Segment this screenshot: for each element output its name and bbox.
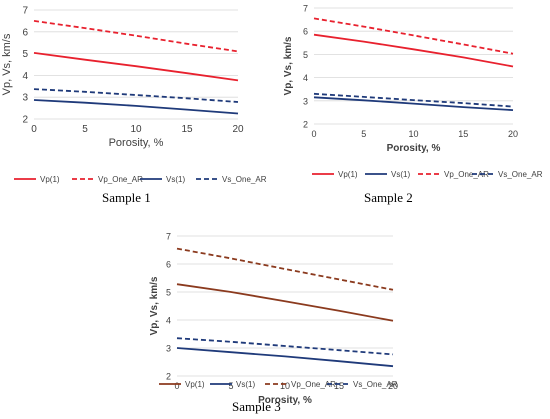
y-tick-label: 4 xyxy=(166,316,171,326)
legend-label: Vs_One_AR xyxy=(498,170,543,179)
chart-3: 2 3 4 5 6 7 0 5 10 15 20 Porosity, % Vp, Vs, km/s Vp(… xyxy=(149,232,398,407)
y-tick-label: 5 xyxy=(22,49,28,60)
legend-label: Vp_One_AR xyxy=(98,175,143,184)
series-line-vs-1- xyxy=(176,347,394,368)
x-tick-label: 5 xyxy=(228,381,233,391)
x-tick-label: 0 xyxy=(311,129,316,139)
y-tick-label: 3 xyxy=(22,93,28,104)
y-tick-label: 6 xyxy=(22,27,28,38)
x-tick-label: 0 xyxy=(174,381,179,391)
x-axis-title: Porosity, % xyxy=(109,137,164,149)
y-tick-label: 6 xyxy=(166,260,171,270)
y-tick-label: 5 xyxy=(303,50,308,60)
legend-label: Vp(1) xyxy=(338,170,358,179)
y-tick-label: 5 xyxy=(166,288,171,298)
x-tick-label: 20 xyxy=(388,381,398,391)
y-axis-title: Vp, Vs, km/s xyxy=(1,33,13,95)
series-line-vp-one-ar xyxy=(176,247,394,291)
y-tick-label: 4 xyxy=(303,73,308,83)
x-tick-label: 5 xyxy=(82,124,88,135)
x-tick-label: 10 xyxy=(130,124,142,135)
series-line-vs-1- xyxy=(313,96,514,111)
caption-sample-3: Sample 3 xyxy=(232,399,281,414)
legend-label: Vp_One_AR xyxy=(291,380,336,389)
legend-label: Vs(1) xyxy=(166,175,185,184)
y-axis-title: Vp, Vs, km/s xyxy=(283,36,294,95)
y-tick-label: 2 xyxy=(303,120,308,130)
x-tick-label: 10 xyxy=(280,381,290,391)
legend-label: Vs_One_AR xyxy=(222,175,267,184)
series-line-vp-1- xyxy=(176,283,394,322)
x-tick-label: 5 xyxy=(361,129,366,139)
y-tick-label: 2 xyxy=(22,115,28,126)
x-tick-label: 20 xyxy=(232,124,244,135)
y-tick-label: 3 xyxy=(303,96,308,106)
series-line-vp-one-ar xyxy=(313,17,514,55)
chart-1: 2 3 4 5 6 7 0 5 10 15 20 Porosity, % Vp, Vs, km/s Vp(… xyxy=(1,6,267,185)
series-line-vs-1- xyxy=(33,99,239,115)
legend-label: Vs(1) xyxy=(391,170,410,179)
legend-label: Vs(1) xyxy=(236,380,255,389)
caption-sample-2: Sample 2 xyxy=(364,190,413,205)
y-tick-label: 6 xyxy=(303,27,308,37)
y-tick-label: 2 xyxy=(166,372,171,382)
x-tick-label: 10 xyxy=(408,129,418,139)
caption-sample-1: Sample 1 xyxy=(102,190,151,205)
series-line-vp-1- xyxy=(313,33,514,68)
chart-2: 2 3 4 5 6 7 0 5 10 15 20 Porosity, % Vp, Vs, km/s Vp(… xyxy=(283,4,543,180)
y-tick-label: 3 xyxy=(166,344,171,354)
x-tick-label: 15 xyxy=(458,129,468,139)
series-line-vp-1- xyxy=(33,52,239,82)
series-line-vs-one-ar xyxy=(176,337,394,356)
x-tick-label: 15 xyxy=(181,124,193,135)
y-axis-title: Vp, Vs, km/s xyxy=(149,276,160,335)
legend-label: Vp(1) xyxy=(40,175,60,184)
legend-label: Vp_One_AR xyxy=(444,170,489,179)
legend-label: Vp(1) xyxy=(185,380,205,389)
series-line-vp-one-ar xyxy=(33,20,239,53)
y-tick-label: 7 xyxy=(22,6,28,17)
x-tick-label: 0 xyxy=(31,124,37,135)
x-axis-title: Porosity, % xyxy=(258,395,312,406)
y-tick-label: 4 xyxy=(22,71,28,82)
legend-label: Vs_One_AR xyxy=(353,380,398,389)
x-tick-label: 20 xyxy=(508,129,518,139)
series-line-vs-one-ar xyxy=(33,88,239,103)
y-tick-label: 7 xyxy=(166,232,171,242)
x-axis-title: Porosity, % xyxy=(387,143,441,154)
series-line-vs-one-ar xyxy=(313,92,514,108)
x-tick-label: 15 xyxy=(334,381,344,391)
y-tick-label: 7 xyxy=(303,4,308,14)
